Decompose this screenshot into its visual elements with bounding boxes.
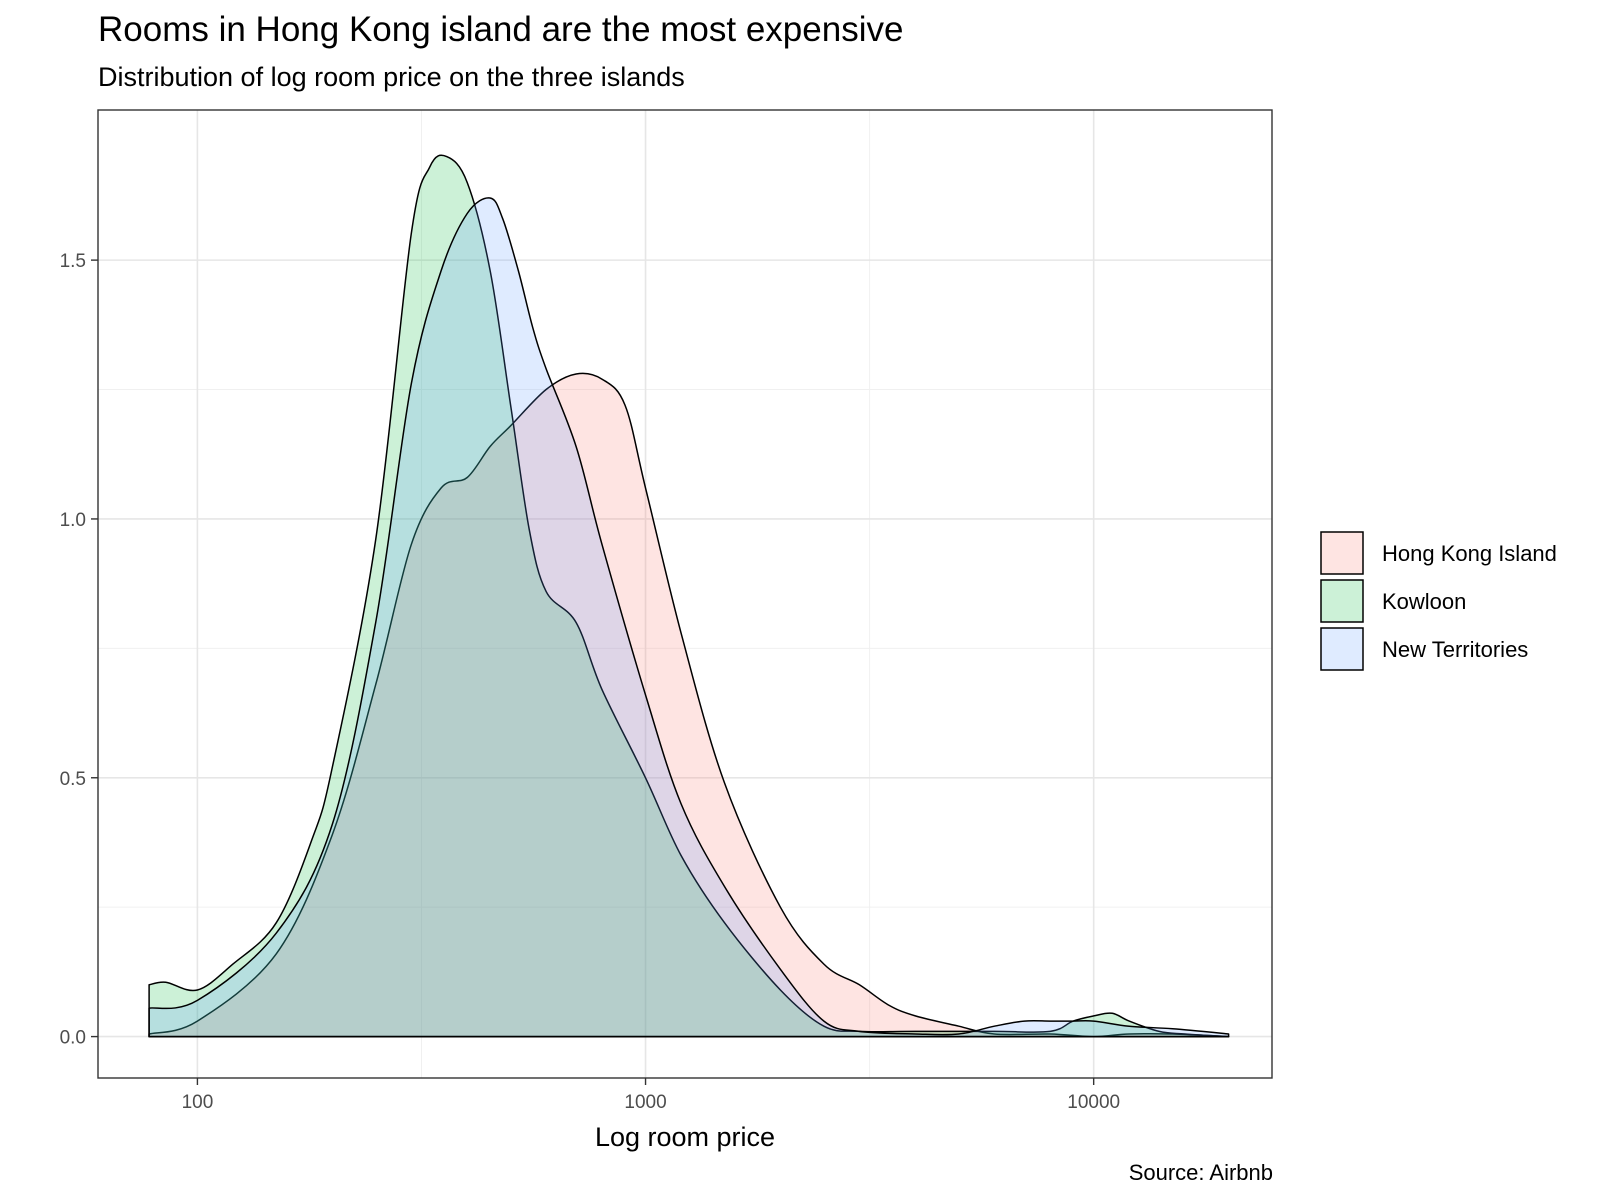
- density-area-hong-kong-island: [148, 372, 1230, 1038]
- chart-subtitle: Distribution of log room price on the th…: [98, 62, 685, 92]
- y-tick-label: 1.5: [60, 251, 86, 272]
- series-layer: [148, 154, 1230, 1038]
- y-tick-label: 0.5: [60, 769, 86, 790]
- y-tick-label: 1.0: [60, 510, 86, 531]
- legend-key-bg: [1320, 531, 1364, 575]
- legend-key-bg: [1320, 627, 1364, 671]
- legend-label-new-territories: New Territories: [1382, 637, 1528, 662]
- y-axis: 0.0 0.5 1.0 1.5: [60, 251, 98, 1049]
- legend-swatch-hong-kong-island: [1320, 531, 1364, 575]
- panel-border: [97, 109, 1273, 1079]
- chart-title: Rooms in Hong Kong island are the most e…: [98, 10, 904, 49]
- x-tick-label: 100: [182, 1092, 214, 1113]
- legend-swatch-new-territories: [1320, 627, 1364, 671]
- legend-label-hong-kong-island: Hong Kong Island: [1382, 541, 1557, 566]
- legend-key-bg: [1320, 579, 1364, 623]
- x-tick-label: 1000: [624, 1092, 666, 1113]
- source-caption: Source: Airbnb: [1128, 1160, 1273, 1185]
- legend-swatch-kowloon: [1320, 579, 1364, 623]
- legend-label-kowloon: Kowloon: [1382, 589, 1466, 614]
- x-axis: 100 1000 10000: [182, 1078, 1120, 1113]
- density-area-new-territories: [148, 197, 1230, 1038]
- legend: Hong Kong Island Kowloon New Territories: [1320, 531, 1557, 671]
- y-tick-label: 0.0: [60, 1028, 86, 1049]
- x-axis-title: Log room price: [595, 1122, 775, 1152]
- x-tick-label: 10000: [1067, 1092, 1120, 1113]
